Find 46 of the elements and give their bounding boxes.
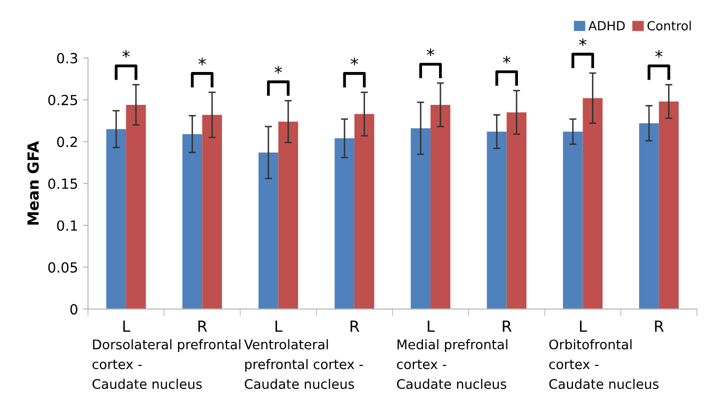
text: * [579,38,586,46]
annotation: * [198,58,206,66]
x-tick-label: R [502,320,512,332]
bar [334,138,354,310]
y-tick-label: 0.05 [48,262,78,273]
annotation: * [274,66,282,74]
bar [106,129,126,310]
x-tick-label: L [580,320,587,332]
y-tick-label: 0.1 [57,220,77,231]
bar [562,132,583,310]
annotation: * [350,58,358,66]
y-tick-label: 0.3 [57,52,78,64]
text: Medial prefrontal cortex - Caudate nucleus [397,339,508,389]
x-tick-label: R [198,320,208,332]
bar [278,122,298,310]
bar [258,152,278,310]
bar [126,104,146,310]
text: * [655,50,663,58]
bar [410,128,431,310]
x-tick-label: R [655,320,664,332]
text: * [426,48,434,56]
x-tick-label: L [276,320,282,332]
x-tick-label: L [428,320,435,332]
bar [658,101,679,310]
bar [430,104,450,310]
y-tick-label: 0.25 [48,94,78,106]
bar [354,114,374,310]
y-axis-title: Mean GFA [27,141,39,225]
bar [582,98,603,310]
text: * [122,50,130,58]
bar [486,132,507,310]
y-tick-label: 0.15 [48,178,78,189]
text: Orbitofrontal cortex - Caudate nucleus [549,339,658,389]
y-tick-label: 0.2 [57,136,77,148]
legend-label: ADHD [588,21,625,30]
x-tick-label: L [123,320,130,332]
x-tick-label: R [350,320,360,332]
bar [506,112,526,310]
y-tick-label: 0 [70,304,78,315]
text: Ventrolateral prefrontal cortex - Caudate nucleus [244,339,363,389]
bar [182,134,202,310]
bar [639,123,659,310]
bar [202,114,222,310]
legend-label: Control [647,20,691,30]
text: Dorsolateral prefrontal cortex - Caudate nucleus [92,339,240,389]
annotation: * [502,56,510,64]
